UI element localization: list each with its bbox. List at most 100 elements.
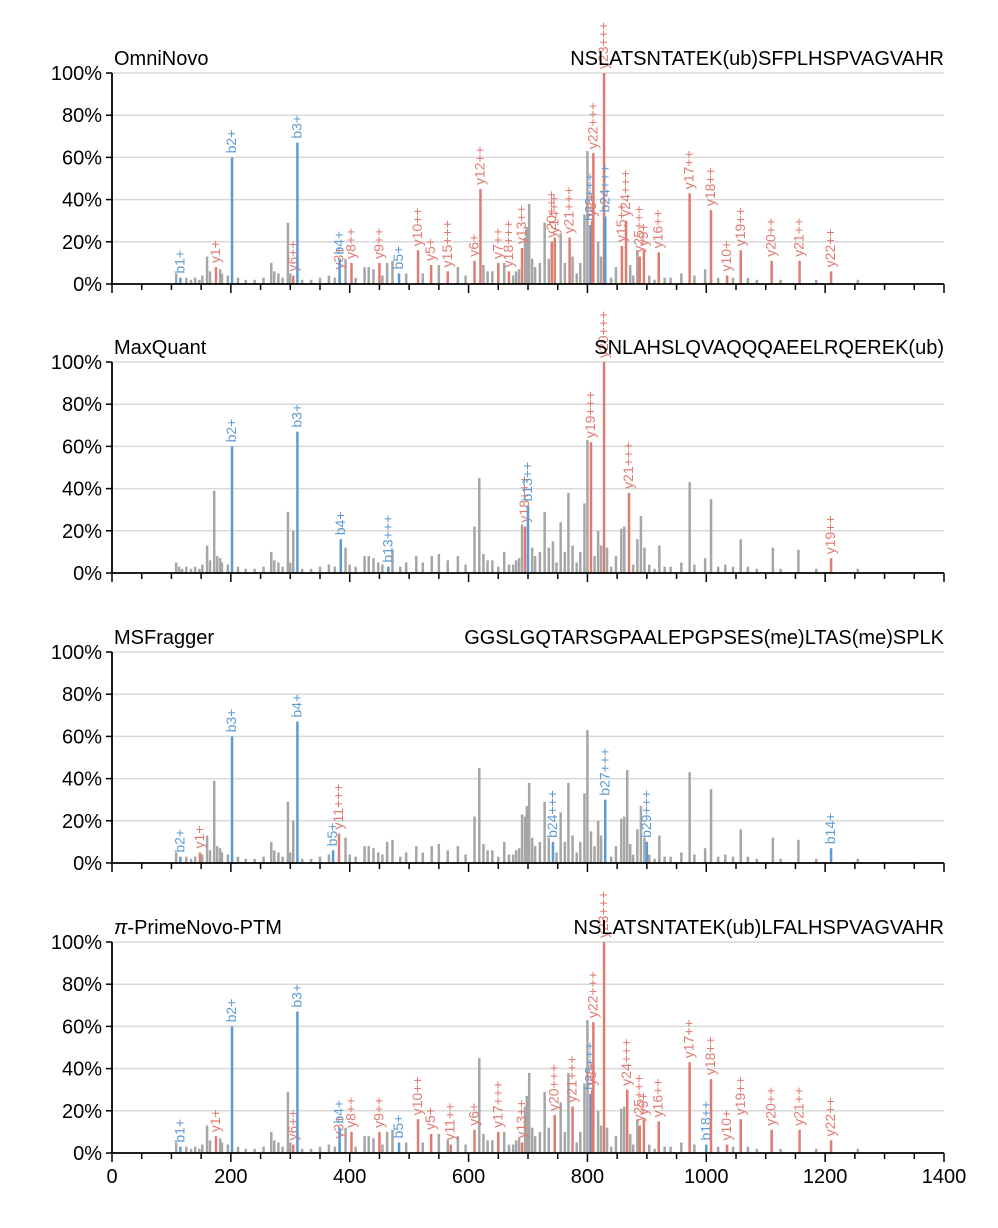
ion-label-y: y14++ xyxy=(546,195,562,234)
ion-label-y: y20++ xyxy=(763,218,779,257)
ion-label-b: b18++ xyxy=(697,1101,713,1141)
ion-label-y: y24+++ xyxy=(618,1039,634,1086)
ion-label-y: y9+ xyxy=(635,223,651,246)
ion-label-b: b14+ xyxy=(822,813,838,845)
ion-label-y: y15+++ xyxy=(439,220,455,267)
ion-label-y: y8+ xyxy=(583,194,599,217)
ion-label-b: b3+ xyxy=(288,115,304,139)
y-tick-label: 100% xyxy=(51,642,102,664)
ion-label-y: y20+++ xyxy=(543,191,559,238)
ion-label-y: y21+++ xyxy=(564,1055,580,1102)
ion-label-b: b3+ xyxy=(223,709,239,733)
ion-label-y: y18+++ xyxy=(500,220,516,267)
y-tick-label: 20% xyxy=(62,232,102,254)
method-title: OmniNovo xyxy=(114,48,208,70)
ion-label-y: y19++ xyxy=(732,207,748,246)
peptide-sequence: GGSLGQTARSGPAALEPGPSES(me)LTAS(me)SPLK xyxy=(464,627,944,649)
y-tick-label: 80% xyxy=(62,105,102,127)
ion-label-y: y6+ xyxy=(466,1103,482,1126)
ion-label-y: y20++ xyxy=(763,1087,779,1126)
ion-label-b: b27+++ xyxy=(596,748,612,796)
ion-label-y: y22+++ xyxy=(584,102,600,149)
ion-label-y: y21+++ xyxy=(620,442,636,489)
ion-label-y: y5+ xyxy=(422,1107,438,1130)
y-tick-label: 100% xyxy=(51,63,102,85)
ion-label-y: y10+ xyxy=(718,1110,734,1141)
y-tick-label: 40% xyxy=(62,479,102,501)
ion-label-y: y19++ xyxy=(822,515,838,554)
x-tick-label: 0 xyxy=(106,1166,117,1188)
ion-label-b: b29+++ xyxy=(638,790,654,838)
method-title: MaxQuant xyxy=(114,337,207,359)
y-tick-label: 0% xyxy=(73,853,102,875)
ion-label-y: y10+ xyxy=(718,241,734,272)
ion-label-y: y10++ xyxy=(409,207,425,246)
ion-label-y: y21++ xyxy=(791,1087,807,1126)
method-name-rest: -PrimeNovo-PTM xyxy=(127,917,281,939)
y-tick-label: 100% xyxy=(51,932,102,954)
ion-label-y: y22++ xyxy=(822,1097,838,1136)
x-tick-label: 600 xyxy=(452,1166,485,1188)
ion-label-y: y25+++ xyxy=(631,1074,647,1121)
y-tick-label: 80% xyxy=(62,394,102,416)
ion-label-y: y1+ xyxy=(207,240,223,263)
y-tick-label: 20% xyxy=(62,1101,102,1123)
ion-label-y: y8++ xyxy=(342,228,358,259)
ion-label-y: y3+ xyxy=(331,1115,347,1138)
ion-label-b: b4+ xyxy=(331,231,347,255)
ion-label-b: b3+ xyxy=(288,984,304,1008)
ion-label-y: y20+++ xyxy=(595,311,611,358)
ion-label-y: y7++ xyxy=(489,228,505,259)
y-tick-label: 80% xyxy=(62,974,102,996)
x-tick-label: 800 xyxy=(571,1166,604,1188)
ion-label-y: y18++ xyxy=(702,1036,718,1075)
ion-label-b: b1+ xyxy=(171,250,187,274)
x-tick-label: 1200 xyxy=(803,1166,848,1188)
ion-label-y: y11+++ xyxy=(330,783,346,829)
ion-label-b: b13++ xyxy=(519,462,535,502)
ion-label-y: y1+ xyxy=(191,825,207,848)
x-tick-label: 1000 xyxy=(684,1166,729,1188)
y-tick-label: 20% xyxy=(62,811,102,833)
ion-label-b: b4+ xyxy=(288,694,304,718)
ion-label-y: y12++ xyxy=(471,146,487,185)
ion-label-y: y1+ xyxy=(207,1109,223,1132)
y-tick-label: 60% xyxy=(62,726,102,748)
ion-label-y: y6+ xyxy=(466,234,482,257)
ion-label-y: y8++ xyxy=(342,1097,358,1128)
ion-label-b: b2+ xyxy=(223,130,239,154)
ion-label-y: y16++ xyxy=(650,1078,666,1117)
method-symbol: π xyxy=(114,917,128,939)
ion-label-y: y13++ xyxy=(513,205,529,244)
ion-label-y: y22+++ xyxy=(584,971,600,1018)
y-tick-label: 0% xyxy=(73,274,102,296)
ion-label-b: b24+++ xyxy=(544,790,560,838)
spectrum-panel-3: 0% 20% 40% 60% 80% 100% b2+ y1+ b3+ b4+ b5+y11+++ b… xyxy=(51,627,945,875)
y-tick-label: 60% xyxy=(62,436,102,458)
ion-label-b: b5+ xyxy=(390,1115,406,1139)
ion-label-b: b24+++ xyxy=(596,165,612,213)
y-tick-label: 100% xyxy=(51,352,102,374)
y-tick-label: 20% xyxy=(62,521,102,543)
ion-label-b: b2+ xyxy=(223,999,239,1023)
y-tick-label: 40% xyxy=(62,1059,102,1081)
ion-label-y: y22++ xyxy=(822,228,838,267)
y-tick-label: 0% xyxy=(73,1143,102,1165)
ion-label-y: y23+++ xyxy=(595,891,611,938)
ion-label-y: y16++ xyxy=(650,209,666,248)
ion-label-y: y17++ xyxy=(681,150,697,189)
ion-label-y: y9+ xyxy=(635,1092,651,1115)
method-title: π-PrimeNovo-PTM xyxy=(114,917,282,939)
ion-label-y: y21+++ xyxy=(561,186,577,233)
ion-label-y: y24+++ xyxy=(617,170,633,217)
y-tick-label: 0% xyxy=(73,563,102,585)
ion-label-b: b5+ xyxy=(324,823,340,847)
spectrum-panel-4: 0%20%40%60%80%100%b1+ y1+b2+y6++b3+y3+b4+… xyxy=(51,891,966,1188)
ion-label-y: y13++ xyxy=(513,1100,529,1139)
peptide-sequence: NSLATSNTATEK(ub)LFALHSPVAGVAHR xyxy=(574,917,944,939)
ion-label-y: y19++ xyxy=(732,1076,748,1115)
ion-label-y: y3+ xyxy=(331,246,347,269)
y-tick-label: 40% xyxy=(62,769,102,791)
